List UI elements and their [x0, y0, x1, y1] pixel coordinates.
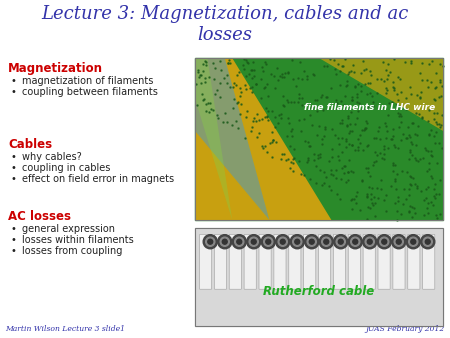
- Text: •: •: [11, 163, 17, 173]
- FancyBboxPatch shape: [214, 234, 226, 289]
- Circle shape: [206, 237, 215, 246]
- Circle shape: [406, 235, 420, 249]
- Circle shape: [264, 237, 273, 246]
- Text: •: •: [11, 152, 17, 162]
- Bar: [195, 228, 443, 326]
- Bar: [195, 58, 443, 220]
- Circle shape: [322, 237, 331, 246]
- Circle shape: [218, 235, 232, 249]
- Text: effect on field error in magnets: effect on field error in magnets: [22, 174, 174, 184]
- Circle shape: [220, 237, 230, 246]
- Circle shape: [423, 237, 432, 246]
- Circle shape: [247, 235, 261, 249]
- Circle shape: [363, 235, 377, 249]
- Circle shape: [380, 237, 389, 246]
- Text: coupling in cables: coupling in cables: [22, 163, 110, 173]
- Circle shape: [276, 235, 290, 249]
- Circle shape: [309, 239, 314, 244]
- Text: •: •: [11, 235, 17, 245]
- Text: Cables: Cables: [8, 138, 52, 151]
- Circle shape: [232, 235, 246, 249]
- Text: Martin Wilson Lecture 3 slide1: Martin Wilson Lecture 3 slide1: [5, 325, 125, 333]
- Circle shape: [261, 235, 275, 249]
- Bar: [195, 228, 443, 326]
- Circle shape: [295, 239, 300, 244]
- Text: JUAS February 2012: JUAS February 2012: [366, 325, 445, 333]
- Text: •: •: [11, 174, 17, 184]
- Text: Magnetization: Magnetization: [8, 62, 103, 75]
- Circle shape: [290, 235, 304, 249]
- Text: AC losses: AC losses: [8, 210, 71, 223]
- Circle shape: [334, 235, 348, 249]
- FancyBboxPatch shape: [244, 234, 256, 289]
- FancyBboxPatch shape: [259, 234, 271, 289]
- Circle shape: [396, 239, 401, 244]
- Circle shape: [280, 239, 285, 244]
- Circle shape: [266, 239, 271, 244]
- Text: Lecture 3: Magnetization, cables and ac
losses: Lecture 3: Magnetization, cables and ac …: [41, 5, 409, 44]
- Text: •: •: [11, 87, 17, 97]
- Circle shape: [278, 237, 288, 246]
- Circle shape: [365, 237, 374, 246]
- FancyBboxPatch shape: [304, 234, 316, 289]
- Circle shape: [409, 237, 418, 246]
- FancyBboxPatch shape: [393, 234, 405, 289]
- Circle shape: [249, 237, 258, 246]
- Text: •: •: [11, 246, 17, 256]
- Text: •: •: [11, 224, 17, 234]
- Circle shape: [319, 235, 333, 249]
- FancyBboxPatch shape: [363, 234, 375, 289]
- Circle shape: [237, 239, 242, 244]
- Text: fine filaments in LHC wire: fine filaments in LHC wire: [304, 103, 436, 112]
- FancyBboxPatch shape: [408, 234, 420, 289]
- FancyBboxPatch shape: [378, 234, 390, 289]
- FancyBboxPatch shape: [229, 234, 241, 289]
- Circle shape: [411, 239, 416, 244]
- FancyBboxPatch shape: [333, 234, 346, 289]
- Circle shape: [338, 239, 343, 244]
- Text: magnetization of filaments: magnetization of filaments: [22, 76, 153, 86]
- Bar: [195, 58, 443, 220]
- Polygon shape: [195, 58, 232, 220]
- Circle shape: [324, 239, 328, 244]
- Circle shape: [377, 235, 392, 249]
- Circle shape: [234, 237, 244, 246]
- Polygon shape: [195, 58, 270, 220]
- Circle shape: [394, 237, 403, 246]
- Circle shape: [203, 235, 217, 249]
- FancyBboxPatch shape: [274, 234, 286, 289]
- Text: why cables?: why cables?: [22, 152, 82, 162]
- Circle shape: [208, 239, 213, 244]
- FancyBboxPatch shape: [348, 234, 360, 289]
- Circle shape: [353, 239, 358, 244]
- Circle shape: [348, 235, 362, 249]
- Text: •: •: [11, 76, 17, 86]
- Circle shape: [307, 237, 316, 246]
- Circle shape: [425, 239, 430, 244]
- Circle shape: [222, 239, 227, 244]
- Circle shape: [421, 235, 435, 249]
- Text: losses from coupling: losses from coupling: [22, 246, 122, 256]
- Text: coupling between filaments: coupling between filaments: [22, 87, 158, 97]
- Circle shape: [367, 239, 372, 244]
- Text: losses within filaments: losses within filaments: [22, 235, 134, 245]
- Circle shape: [292, 237, 302, 246]
- Circle shape: [382, 239, 387, 244]
- Polygon shape: [195, 58, 331, 220]
- Circle shape: [251, 239, 256, 244]
- FancyBboxPatch shape: [199, 234, 211, 289]
- Circle shape: [305, 235, 319, 249]
- Circle shape: [392, 235, 406, 249]
- FancyBboxPatch shape: [423, 234, 435, 289]
- Text: Rutherford cable: Rutherford cable: [263, 285, 374, 298]
- Text: general expression: general expression: [22, 224, 115, 234]
- FancyBboxPatch shape: [319, 234, 331, 289]
- Polygon shape: [319, 58, 443, 131]
- Circle shape: [351, 237, 360, 246]
- Circle shape: [336, 237, 345, 246]
- FancyBboxPatch shape: [289, 234, 301, 289]
